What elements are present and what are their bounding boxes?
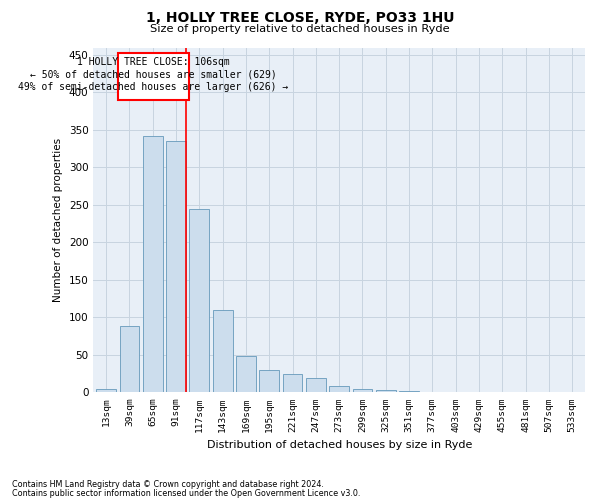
- Bar: [329, 386, 349, 392]
- Bar: [96, 388, 116, 392]
- Bar: [353, 390, 373, 392]
- Bar: [119, 326, 139, 392]
- Text: ← 50% of detached houses are smaller (629): ← 50% of detached houses are smaller (62…: [30, 70, 277, 80]
- Bar: [213, 310, 233, 392]
- Bar: [143, 136, 163, 392]
- Y-axis label: Number of detached properties: Number of detached properties: [53, 138, 63, 302]
- Text: 1, HOLLY TREE CLOSE, RYDE, PO33 1HU: 1, HOLLY TREE CLOSE, RYDE, PO33 1HU: [146, 11, 454, 25]
- Bar: [190, 208, 209, 392]
- Text: Size of property relative to detached houses in Ryde: Size of property relative to detached ho…: [150, 24, 450, 34]
- Bar: [259, 370, 279, 392]
- Bar: [166, 141, 186, 393]
- X-axis label: Distribution of detached houses by size in Ryde: Distribution of detached houses by size …: [206, 440, 472, 450]
- Text: 49% of semi-detached houses are larger (626) →: 49% of semi-detached houses are larger (…: [18, 82, 289, 92]
- Bar: [283, 374, 302, 392]
- Bar: [306, 378, 326, 392]
- Bar: [399, 391, 419, 392]
- Text: 1 HOLLY TREE CLOSE: 106sqm: 1 HOLLY TREE CLOSE: 106sqm: [77, 57, 230, 67]
- Bar: [236, 356, 256, 393]
- FancyBboxPatch shape: [118, 54, 189, 100]
- Text: Contains public sector information licensed under the Open Government Licence v3: Contains public sector information licen…: [12, 488, 361, 498]
- Text: Contains HM Land Registry data © Crown copyright and database right 2024.: Contains HM Land Registry data © Crown c…: [12, 480, 324, 489]
- Bar: [376, 390, 395, 392]
